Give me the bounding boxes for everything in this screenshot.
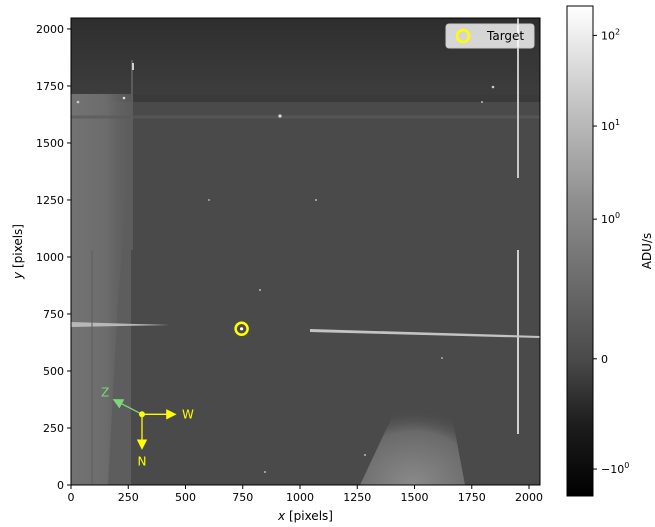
x-tick-label: 250	[118, 491, 139, 504]
y-tick-label: 750	[43, 308, 64, 321]
colorbar-tick-label: 0	[601, 353, 608, 366]
y-tick-label: 1750	[36, 80, 64, 93]
x-tick-label: 1000	[286, 491, 314, 504]
y-axis: 0 250 500 750 1000 1250 1500 1750 2000	[36, 23, 71, 492]
target-ring	[234, 321, 249, 337]
legend-label: Target	[486, 29, 524, 43]
y-tick-label: 500	[43, 365, 64, 378]
y-tick-label: 1500	[36, 137, 64, 150]
x-tick-label: 1500	[401, 491, 429, 504]
colorbar: 102 101 100 0 −100 ADU/s	[566, 5, 654, 497]
colorbar-tick-label: 100	[601, 211, 620, 226]
y-axis-label: y [pixels]	[11, 224, 25, 280]
y-tick-label: 0	[57, 479, 64, 492]
colorbar-label: ADU/s	[640, 233, 654, 270]
compass-west-label: W	[182, 407, 194, 421]
colorbar-tick-label: 101	[601, 118, 620, 133]
x-tick-label: 2000	[515, 491, 543, 504]
target-star	[240, 327, 244, 331]
x-tick-label: 750	[232, 491, 253, 504]
colorbar-gradient	[566, 5, 594, 497]
y-tick-label: 1000	[36, 251, 64, 264]
x-axis-label: x [pixels]	[277, 509, 333, 523]
x-tick-label: 500	[175, 491, 196, 504]
x-tick-label: 0	[68, 491, 75, 504]
x-tick-label: 1250	[343, 491, 371, 504]
colorbar-tick-label: 102	[601, 27, 620, 42]
x-tick-label: 1750	[458, 491, 486, 504]
compass-origin	[138, 411, 145, 418]
colorbar-tick-label: −100	[601, 461, 629, 476]
compass-rose: W N Z	[101, 385, 194, 468]
compass-north-label: N	[137, 454, 146, 468]
target-marker	[234, 321, 249, 337]
legend-box	[445, 23, 535, 49]
colorbar-ticks: 102 101 100 0 −100	[593, 27, 629, 476]
compass-zenith-label: Z	[101, 385, 109, 399]
y-tick-label: 250	[43, 422, 64, 435]
plot-frame	[70, 17, 541, 486]
x-axis: 0 250 500 750 1000 1250 1500 1750 2000	[68, 485, 543, 504]
y-tick-label: 2000	[36, 23, 64, 36]
y-tick-label: 1250	[36, 194, 64, 207]
compass-zenith-arrow	[112, 399, 143, 415]
legend-marker-icon	[455, 28, 471, 44]
legend: Target	[445, 23, 535, 49]
